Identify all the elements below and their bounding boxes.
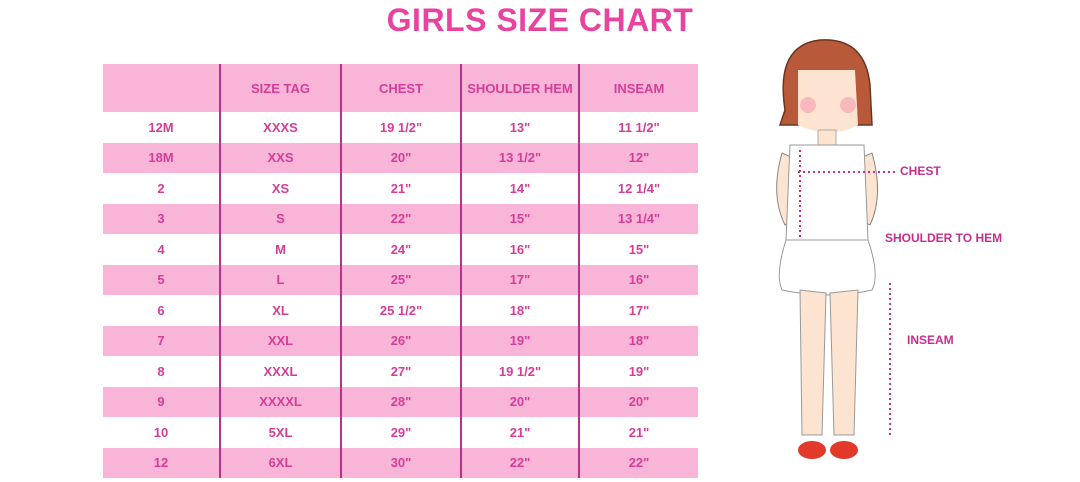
table-cell: 20" xyxy=(578,386,698,417)
table-row: 8 XXXL 27" 19 1/2" 19" xyxy=(103,356,698,387)
table-cell: XS xyxy=(219,173,341,204)
table-cell: XXL xyxy=(219,325,341,356)
table-row: 9 XXXXL 28" 20" 20" xyxy=(103,386,698,417)
table-header-row: SIZE TAG CHEST SHOULDER HEM INSEAM xyxy=(103,64,698,112)
column-header: SHOULDER HEM xyxy=(460,64,579,112)
table-cell: 12 1/4" xyxy=(578,173,698,204)
table-cell: 13 1/2" xyxy=(460,142,579,173)
table-cell: 22" xyxy=(460,447,579,478)
table-cell: 25" xyxy=(340,264,461,295)
column-header: INSEAM xyxy=(578,64,698,112)
table-cell: 24" xyxy=(340,234,461,265)
table-cell: 2 xyxy=(157,180,165,196)
table-cell: 14" xyxy=(460,173,579,204)
table-row: 7 XXL 26" 19" 18" xyxy=(103,325,698,356)
chest-label: CHEST xyxy=(900,164,941,178)
table-cell: 15" xyxy=(460,203,579,234)
table-cell: 19" xyxy=(460,325,579,356)
table-cell: 5 xyxy=(103,264,220,295)
table-row: 2 XS 21" 14" 12 1/4" xyxy=(103,173,698,204)
table-cell: 20" xyxy=(460,386,579,417)
shoulder-to-hem-label: SHOULDER TO HEM xyxy=(885,231,1003,245)
table-cell: 10 xyxy=(153,424,169,440)
table-cell: 12M xyxy=(148,119,174,135)
table-cell: 20" xyxy=(340,142,461,173)
table-cell: 27" xyxy=(340,356,461,387)
table-cell: 29" xyxy=(340,417,461,448)
table-cell: 9 xyxy=(103,386,220,417)
table-row: 12M XXXS 19 1/2" 13" 11 1/2" xyxy=(103,112,698,143)
table-cell: 19 1/2" xyxy=(340,112,461,143)
table-cell: XXXS xyxy=(219,112,341,143)
table-cell: 21" xyxy=(460,417,579,448)
table-row: 5 L 25" 17" 16" xyxy=(103,264,698,295)
table-cell: 13 1/4" xyxy=(578,203,698,234)
table-cell: 22" xyxy=(340,203,461,234)
inseam-label: INSEAM xyxy=(907,333,954,347)
table-row: 6 XL 25 1/2" 18" 17" xyxy=(103,295,698,326)
table-cell: 6 xyxy=(157,302,165,318)
table-cell: 19" xyxy=(578,356,698,387)
column-header xyxy=(103,64,220,112)
table-cell: 18" xyxy=(460,295,579,326)
table-cell: 18" xyxy=(578,325,698,356)
table-cell: XXS xyxy=(219,142,341,173)
table-cell: L xyxy=(219,264,341,295)
table-cell: 21" xyxy=(578,417,698,448)
table-row: 10 5XL 29" 21" 21" xyxy=(103,417,698,448)
table-cell: 28" xyxy=(340,386,461,417)
table-cell: 8 xyxy=(157,363,165,379)
table-row: 18M XXS 20" 13 1/2" 12" xyxy=(103,142,698,173)
table-cell: 4 xyxy=(157,241,165,257)
table-cell: 30" xyxy=(340,447,461,478)
table-cell: 16" xyxy=(460,234,579,265)
size-chart-table: SIZE TAG CHEST SHOULDER HEM INSEAM 12M XXXS 1… xyxy=(103,64,698,478)
table-cell: 13" xyxy=(460,112,579,143)
table-cell: 6XL xyxy=(219,447,341,478)
table-cell: 17" xyxy=(460,264,579,295)
table-cell: XL xyxy=(219,295,341,326)
table-cell: 17" xyxy=(578,295,698,326)
table-cell: XXXXL xyxy=(219,386,341,417)
table-cell: M xyxy=(219,234,341,265)
table-cell: 12" xyxy=(578,142,698,173)
table-cell: 21" xyxy=(340,173,461,204)
table-cell: 25 1/2" xyxy=(340,295,461,326)
table-row: 3 S 22" 15" 13 1/4" xyxy=(103,203,698,234)
table-cell: XXXL xyxy=(219,356,341,387)
page-title: GIRLS SIZE CHART xyxy=(386,2,694,38)
table-cell: 5XL xyxy=(219,417,341,448)
table-cell: 19 1/2" xyxy=(460,356,579,387)
table-cell: 18M xyxy=(103,142,220,173)
table-cell: 11 1/2" xyxy=(578,112,698,143)
table-cell: S xyxy=(219,203,341,234)
table-cell: 3 xyxy=(103,203,220,234)
table-cell: 15" xyxy=(578,234,698,265)
column-header: CHEST xyxy=(340,64,461,112)
table-cell: 12 xyxy=(103,447,220,478)
column-header: SIZE TAG xyxy=(219,64,341,112)
table-cell: 26" xyxy=(340,325,461,356)
girl-illustration xyxy=(776,39,895,459)
table-cell: 7 xyxy=(103,325,220,356)
table-cell: 16" xyxy=(578,264,698,295)
table-row: 4 M 24" 16" 15" xyxy=(103,234,698,265)
table-cell: 22" xyxy=(578,447,698,478)
table-row: 12 6XL 30" 22" 22" xyxy=(103,447,698,478)
